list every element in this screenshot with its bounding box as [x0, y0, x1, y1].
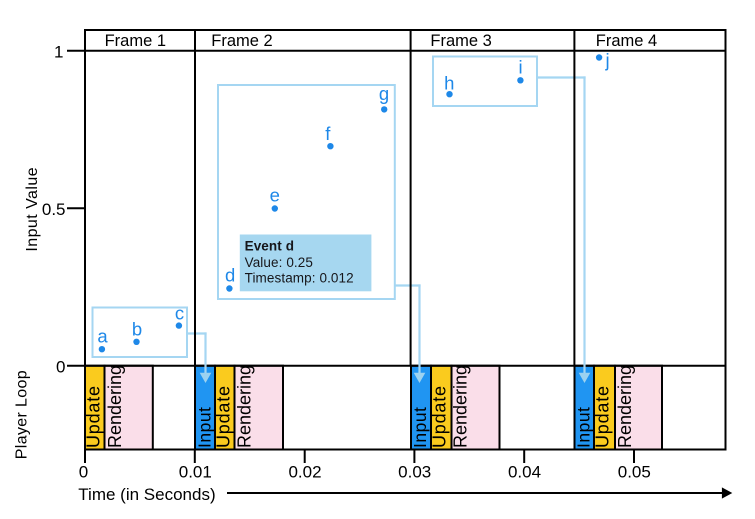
svg-text:a: a — [97, 326, 108, 347]
svg-text:Input: Input — [194, 407, 214, 448]
svg-text:c: c — [175, 303, 184, 324]
svg-text:Frame 2: Frame 2 — [211, 32, 272, 50]
svg-text:0.01: 0.01 — [179, 462, 212, 481]
svg-text:Rendering: Rendering — [451, 365, 471, 448]
svg-text:0: 0 — [79, 462, 88, 481]
svg-text:h: h — [444, 72, 454, 93]
svg-text:0.02: 0.02 — [288, 462, 321, 481]
svg-text:e: e — [270, 184, 280, 205]
svg-text:0.03: 0.03 — [398, 462, 431, 481]
svg-text:Input: Input — [410, 407, 430, 448]
svg-text:Value: 0.25: Value: 0.25 — [245, 255, 313, 270]
svg-text:i: i — [518, 57, 522, 78]
svg-text:Frame 1: Frame 1 — [105, 32, 166, 50]
svg-text:b: b — [132, 318, 142, 339]
svg-text:1: 1 — [54, 43, 63, 62]
svg-text:Rendering: Rendering — [615, 365, 635, 448]
svg-text:Player Loop: Player Loop — [14, 370, 31, 459]
svg-text:f: f — [325, 123, 331, 144]
svg-text:g: g — [379, 83, 389, 104]
svg-text:Update: Update — [83, 385, 103, 448]
svg-text:Input: Input — [573, 407, 593, 448]
svg-text:j: j — [604, 50, 609, 71]
svg-text:0: 0 — [56, 357, 65, 376]
svg-text:Time (in Seconds): Time (in Seconds) — [78, 485, 215, 504]
svg-text:Update: Update — [213, 385, 233, 448]
svg-text:Rendering: Rendering — [105, 365, 125, 448]
svg-text:Frame 3: Frame 3 — [430, 32, 491, 50]
svg-text:Rendering: Rendering — [235, 365, 255, 448]
svg-text:Timestamp: 0.012: Timestamp: 0.012 — [245, 271, 354, 286]
svg-text:Input Value: Input Value — [24, 167, 41, 252]
svg-text:0.05: 0.05 — [618, 462, 651, 481]
svg-text:0.04: 0.04 — [508, 462, 541, 481]
svg-text:d: d — [225, 265, 235, 286]
svg-text:Update: Update — [429, 385, 449, 448]
svg-text:Update: Update — [592, 385, 612, 448]
svg-text:Frame 4: Frame 4 — [596, 32, 657, 50]
svg-text:Event d: Event d — [245, 238, 294, 253]
svg-text:0.5: 0.5 — [42, 200, 66, 219]
